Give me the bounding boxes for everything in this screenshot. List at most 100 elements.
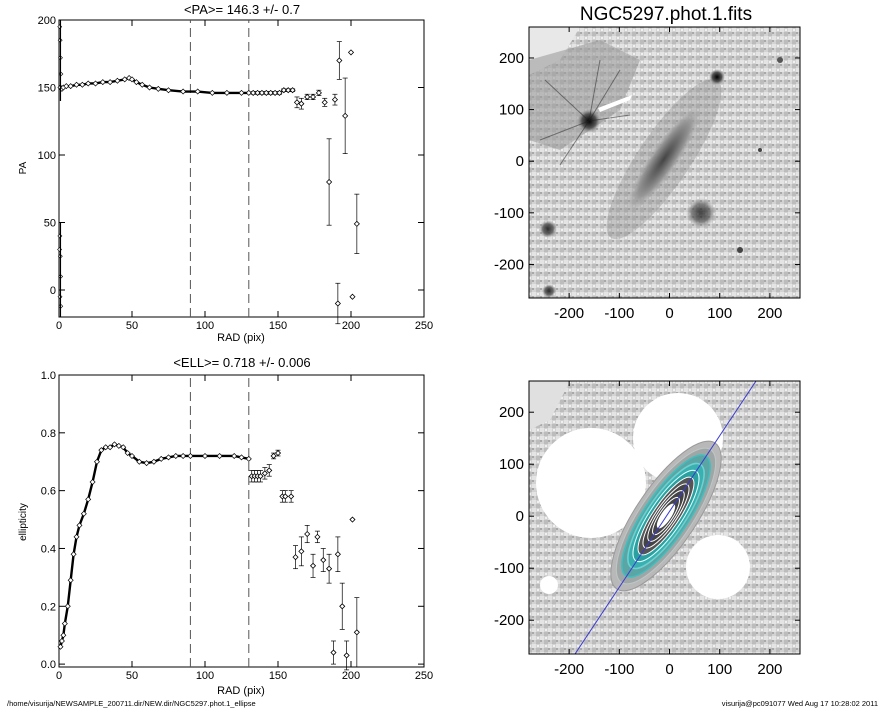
ell-data-point: [270, 452, 277, 460]
img-ytick-label: 200: [499, 50, 524, 67]
img-ytick-label: 100: [499, 102, 524, 119]
mask-hole-small: [540, 576, 558, 594]
pa-data-point: [165, 87, 172, 94]
ell-data-point: [216, 452, 223, 459]
pa-data-point: [347, 49, 355, 56]
ell-data-point: [257, 473, 264, 480]
ell-data-point: [136, 458, 143, 465]
mask-ytick-label: 100: [499, 456, 524, 473]
image-title: NGC5297.phot.1.fits: [580, 4, 752, 25]
ell-data-point: [58, 637, 65, 644]
pa-data-point: [289, 87, 296, 94]
ell-data-point: [98, 447, 105, 454]
pa-data-point: [129, 76, 135, 83]
ell-ytick-label: 0.4: [41, 543, 56, 555]
mask-xtick-label: 0: [665, 661, 673, 678]
mask-frame: [528, 380, 801, 655]
ell-data-point: [187, 452, 194, 459]
ell-data-point: [202, 452, 208, 459]
ell-data-point: [172, 452, 179, 459]
ell-data-point: [150, 458, 157, 465]
ell-data-point: [353, 629, 360, 636]
mask-hole-left: [536, 428, 646, 538]
ell-data-point: [343, 652, 350, 659]
pa-data-point: [79, 81, 86, 88]
pa-data-point: [336, 57, 343, 64]
galaxy-image-panel: NGC5297.phot.1.fits -200 -100 0 100 200 -200 -…: [494, 4, 801, 322]
ell-data-point: [67, 577, 74, 584]
ell-xtick-label: 50: [126, 670, 138, 682]
pa-xtick-label: 250: [415, 320, 433, 332]
ell-data-point: [61, 620, 68, 627]
mask-ytick-label: 200: [499, 404, 524, 421]
ell-ylabel: ellipticity: [18, 503, 29, 541]
mask-xtick-label: 100: [707, 661, 732, 678]
ell-ytick-label: 1.0: [41, 370, 56, 382]
ell-data-point: [76, 522, 83, 529]
ell-data-point: [180, 452, 187, 459]
pa-data-point: [309, 93, 317, 101]
ell-data-point: [298, 548, 305, 555]
mask-ytick-label: 0: [516, 508, 524, 525]
ell-plot-title: <ELL>= 0.718 +/- 0.006: [173, 355, 310, 370]
ell-data-point: [334, 551, 341, 558]
pa-ytick-label: 150: [38, 83, 56, 95]
ell-data-point: [309, 562, 317, 569]
pa-data-point: [321, 99, 328, 106]
ell-ytick-label: 0.8: [41, 428, 56, 440]
masked-image-contour-panel: -200 -100 0 100 200 -200 -100 0 100 200: [494, 380, 801, 678]
ell-data-point: [143, 460, 150, 467]
ell-data-point: [120, 444, 127, 451]
img-ytick-label: -200: [494, 256, 524, 273]
pa-data-point: [315, 89, 322, 96]
ell-data-point: [349, 516, 356, 523]
pa-ylabel: PA: [18, 161, 29, 174]
ell-data-point: [129, 452, 135, 459]
ell-data-point: [80, 510, 87, 517]
ell-data-point: [292, 554, 299, 561]
pa-data-point: [326, 178, 333, 186]
img-xtick-label: -100: [604, 305, 634, 322]
pa-data-point: [349, 293, 356, 300]
pa-data-point: [85, 80, 92, 87]
pa-ytick-label: 100: [38, 150, 56, 162]
ell-data-point: [115, 442, 122, 449]
pa-xtick-label: 200: [342, 320, 360, 332]
pa-xtick-label: 0: [56, 320, 62, 332]
pa-data-point: [180, 88, 187, 95]
mask-xtick-label: -100: [604, 661, 634, 678]
pa-profile-plot: <PA>= 146.3 +/- 0.7 0 50 100 150 200 250 0 50 10…: [18, 2, 433, 344]
pa-plot-title: <PA>= 146.3 +/- 0.7: [184, 2, 300, 17]
ell-data-point: [107, 444, 114, 451]
pa-data-point: [67, 83, 74, 90]
pa-xtick-label: 100: [196, 320, 214, 332]
pa-data-point: [223, 89, 230, 96]
ell-ytick-label: 0.2: [41, 601, 56, 613]
pa-data-point: [304, 93, 311, 101]
ell-xtick-label: 100: [196, 670, 214, 682]
position-angle-line: [574, 381, 757, 654]
ell-data-point: [73, 533, 80, 540]
pa-plot-frame: [58, 19, 425, 318]
ell-xtick-label: 150: [269, 670, 287, 682]
ell-ytick-label: 0.6: [41, 486, 56, 498]
ell-data-point: [245, 455, 252, 462]
pa-data-point: [331, 96, 339, 103]
ell-data-point: [314, 533, 321, 540]
footer-path: /home/visurija/NEWSAMPLE_200711.dir/NEW.…: [7, 699, 256, 708]
ell-xlabel: RAD (pix): [217, 685, 265, 697]
ell-plot-frame: [58, 374, 425, 668]
img-ytick-label: -100: [494, 205, 524, 222]
ell-data-point: [288, 493, 295, 500]
pa-data-point: [107, 79, 114, 86]
ell-data-point: [124, 450, 131, 457]
pa-data-point: [276, 89, 283, 96]
pa-data-point: [353, 220, 360, 227]
ell-data-point: [64, 603, 71, 610]
pa-data-point: [209, 89, 216, 96]
pa-data-point: [155, 85, 162, 92]
ell-data-point: [89, 478, 96, 485]
ell-xtick-label: 200: [342, 670, 360, 682]
ell-data-point: [231, 452, 238, 459]
